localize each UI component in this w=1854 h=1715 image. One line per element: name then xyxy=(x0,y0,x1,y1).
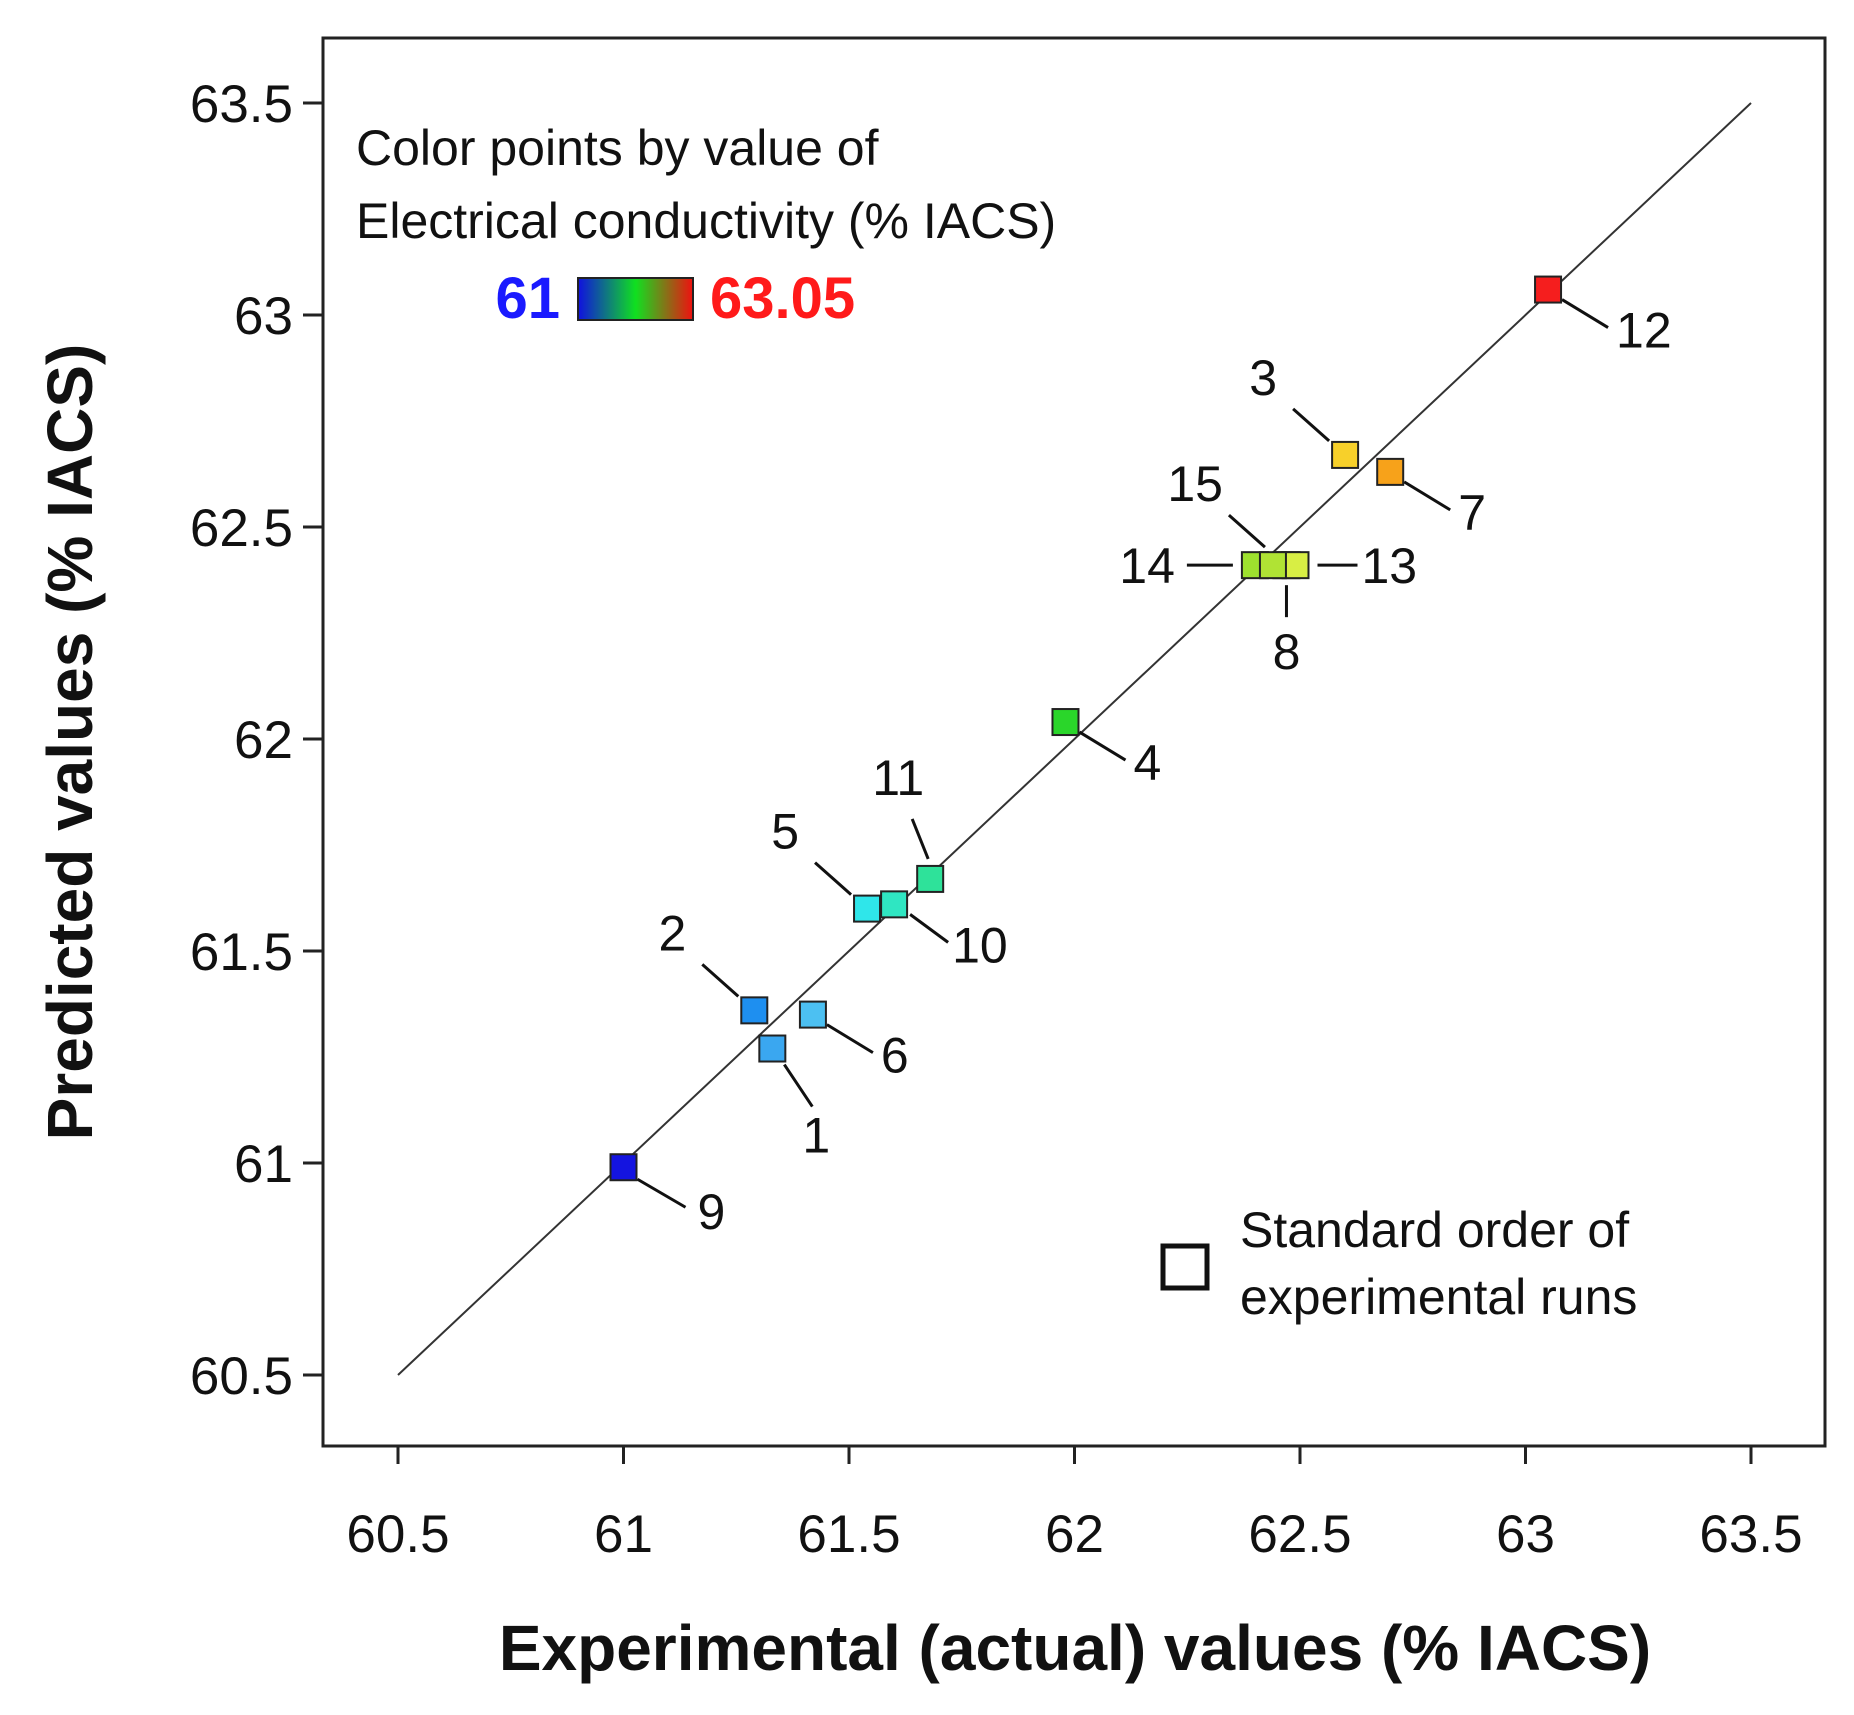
data-point xyxy=(880,890,909,919)
data-point xyxy=(1051,708,1080,737)
point-run-label: 8 xyxy=(1273,624,1301,680)
color-scale-min-label: 61 xyxy=(495,266,560,331)
point-run-label: 7 xyxy=(1458,485,1486,541)
y-tick-label: 61.5 xyxy=(190,923,293,982)
point-leader-line xyxy=(1561,298,1609,329)
point-leader-line xyxy=(826,1023,874,1054)
x-tick-label: 62 xyxy=(1045,1505,1104,1564)
color-legend-line2: Electrical conductivity (% IACS) xyxy=(356,193,1056,249)
point-leader-line xyxy=(910,818,930,860)
y-tick-label: 63 xyxy=(234,287,293,346)
data-point xyxy=(1331,440,1360,469)
point-run-label: 11 xyxy=(872,750,924,806)
marker-legend-square xyxy=(1160,1243,1210,1291)
data-point xyxy=(798,1000,827,1029)
y-tick-label: 62 xyxy=(234,711,293,770)
point-run-label: 10 xyxy=(952,917,1008,973)
point-leader-line xyxy=(701,963,740,998)
y-tick-label: 61 xyxy=(234,1135,293,1194)
x-tick-label: 61 xyxy=(594,1505,653,1564)
data-point xyxy=(1376,457,1405,486)
color-scale-max-label: 63.05 xyxy=(710,266,855,331)
point-run-label: 5 xyxy=(771,804,799,860)
x-tick-label: 60.5 xyxy=(346,1505,449,1564)
point-run-label: 13 xyxy=(1361,538,1417,594)
x-axis-title: Experimental (actual) values (% IACS) xyxy=(499,1612,1651,1684)
color-scale-bar xyxy=(577,277,694,321)
color-legend: Color points by value of Electrical cond… xyxy=(356,120,1056,331)
point-leader-line xyxy=(1078,730,1127,762)
y-tick-label: 60.5 xyxy=(190,1347,293,1406)
point-run-label: 3 xyxy=(1249,350,1277,406)
point-run-label: 12 xyxy=(1616,303,1672,359)
point-run-label: 14 xyxy=(1119,538,1175,594)
point-leader-line xyxy=(1227,514,1266,549)
marker-legend-line1: Standard order of xyxy=(1240,1202,1629,1258)
point-run-label: 1 xyxy=(802,1108,830,1164)
x-tick-label: 63 xyxy=(1496,1505,1555,1564)
x-axis: 60.5 61 61.5 62 62.5 63 63.5 xyxy=(346,1446,1803,1564)
data-point xyxy=(1534,275,1563,304)
point-leader-line xyxy=(636,1177,687,1209)
data-point xyxy=(853,894,882,923)
point-leader-line xyxy=(783,1063,814,1108)
x-tick-label: 61.5 xyxy=(797,1505,900,1564)
y-axis: 60.5 61 61.5 62 62.5 63 63.5 xyxy=(190,75,323,1406)
point-run-label: 2 xyxy=(658,905,686,961)
x-tick-label: 63.5 xyxy=(1699,1505,1802,1564)
marker-legend: Standard order of experimental runs xyxy=(1160,1202,1637,1325)
x-tick-label: 62.5 xyxy=(1248,1505,1351,1564)
point-run-label: 15 xyxy=(1167,456,1223,512)
point-leader-line xyxy=(1292,407,1331,443)
y-axis-title: Predicted values (% IACS) xyxy=(34,344,106,1141)
data-point xyxy=(1258,551,1287,580)
data-point xyxy=(916,864,945,893)
point-leader-line xyxy=(814,861,853,896)
point-run-label: 4 xyxy=(1133,735,1161,791)
point-leader-line xyxy=(909,913,949,944)
data-point xyxy=(758,1034,787,1063)
color-legend-line1: Color points by value of xyxy=(356,120,879,176)
point-leader-line xyxy=(1403,480,1451,512)
data-point xyxy=(609,1153,638,1182)
marker-legend-line2: experimental runs xyxy=(1240,1269,1637,1325)
point-run-label: 6 xyxy=(881,1028,909,1084)
y-tick-label: 63.5 xyxy=(190,75,293,134)
data-point xyxy=(740,996,769,1025)
point-run-label: 9 xyxy=(698,1184,726,1240)
y-tick-label: 62.5 xyxy=(190,499,293,558)
